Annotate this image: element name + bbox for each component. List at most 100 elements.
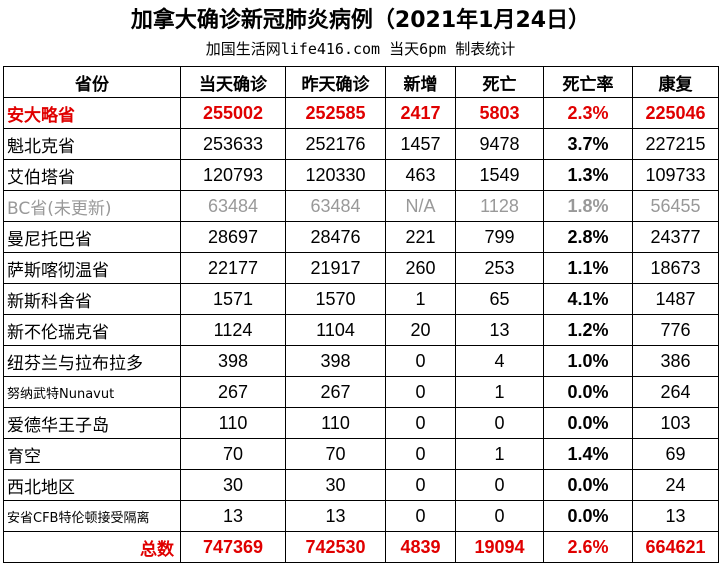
value-cell: 28697 bbox=[180, 221, 286, 253]
value-cell: 0 bbox=[455, 500, 544, 532]
value-cell: 267 bbox=[180, 376, 286, 408]
value-cell: 0 bbox=[385, 376, 456, 408]
value-cell: 13 bbox=[285, 500, 386, 532]
value-cell: 1 bbox=[385, 283, 456, 315]
value-cell: 2.6% bbox=[543, 531, 633, 563]
value-cell: 1 bbox=[455, 376, 544, 408]
value-cell: 1571 bbox=[180, 283, 286, 315]
value-cell: 386 bbox=[632, 345, 719, 377]
value-cell: 264 bbox=[632, 376, 719, 408]
province-cell: BC省(未更新) bbox=[3, 190, 181, 222]
value-cell: 1.1% bbox=[543, 252, 633, 284]
province-cell: 安省CFB特伦顿接受隔离 bbox=[3, 500, 181, 532]
value-cell: 65 bbox=[455, 283, 544, 315]
value-cell: 9478 bbox=[455, 128, 544, 160]
value-cell: 1570 bbox=[285, 283, 386, 315]
value-cell: 0.0% bbox=[543, 376, 633, 408]
table-row: 曼尼托巴省 28697 28476 221 799 2.8% 24377 bbox=[3, 221, 719, 253]
column-header: 死亡率 bbox=[543, 66, 633, 98]
province-cell: 总数 bbox=[3, 531, 181, 563]
value-cell: 225046 bbox=[632, 97, 719, 129]
value-cell: 13 bbox=[455, 314, 544, 346]
value-cell: 3.7% bbox=[543, 128, 633, 160]
value-cell: 21917 bbox=[285, 252, 386, 284]
province-cell: 艾伯塔省 bbox=[3, 159, 181, 191]
value-cell: 120330 bbox=[285, 159, 386, 191]
value-cell: 1.0% bbox=[543, 345, 633, 377]
value-cell: 227215 bbox=[632, 128, 719, 160]
value-cell: 110 bbox=[285, 407, 386, 439]
value-cell: 0 bbox=[385, 500, 456, 532]
column-header: 新增 bbox=[385, 66, 456, 98]
value-cell: 0 bbox=[455, 469, 544, 501]
table-row: 努纳武特Nunavut 267 267 0 1 0.0% 264 bbox=[3, 376, 719, 408]
column-header: 省份 bbox=[3, 66, 181, 98]
value-cell: 110 bbox=[180, 407, 286, 439]
value-cell: 0 bbox=[385, 469, 456, 501]
province-cell: 努纳武特Nunavut bbox=[3, 376, 181, 408]
value-cell: 1128 bbox=[455, 190, 544, 222]
value-cell: 13 bbox=[632, 500, 719, 532]
value-cell: 0.0% bbox=[543, 469, 633, 501]
value-cell: 24 bbox=[632, 469, 719, 501]
value-cell: 267 bbox=[285, 376, 386, 408]
province-cell: 爱德华王子岛 bbox=[3, 407, 181, 439]
value-cell: 1.3% bbox=[543, 159, 633, 191]
value-cell: 28476 bbox=[285, 221, 386, 253]
value-cell: 0 bbox=[385, 438, 456, 470]
value-cell: 253633 bbox=[180, 128, 286, 160]
table-row: 纽芬兰与拉布拉多 398 398 0 4 1.0% 386 bbox=[3, 345, 719, 377]
province-cell: 新斯科舍省 bbox=[3, 283, 181, 315]
header-row: 省份 当天确诊 昨天确诊 新增 死亡 死亡率 康复 bbox=[3, 66, 719, 98]
province-cell: 萨斯喀彻温省 bbox=[3, 252, 181, 284]
table-row: 艾伯塔省 120793 120330 463 1549 1.3% 109733 bbox=[3, 159, 719, 191]
value-cell: 1.4% bbox=[543, 438, 633, 470]
table-row: 新不伦瑞克省 1124 1104 20 13 1.2% 776 bbox=[3, 314, 719, 346]
value-cell: 2.8% bbox=[543, 221, 633, 253]
province-cell: 曼尼托巴省 bbox=[3, 221, 181, 253]
column-header: 昨天确诊 bbox=[285, 66, 386, 98]
title: 加拿大确诊新冠肺炎病例（2021年1月24日） bbox=[130, 8, 591, 33]
value-cell: 1.2% bbox=[543, 314, 633, 346]
table-row: 育空 70 70 0 1 1.4% 69 bbox=[3, 438, 719, 470]
value-cell: 260 bbox=[385, 252, 456, 284]
value-cell: 747369 bbox=[180, 531, 286, 563]
table-row: 安省CFB特伦顿接受隔离 13 13 0 0 0.0% 13 bbox=[3, 500, 719, 532]
province-cell: 育空 bbox=[3, 438, 181, 470]
total-row: 总数 747369 742530 4839 19094 2.6% 664621 bbox=[3, 531, 719, 563]
value-cell: 253 bbox=[455, 252, 544, 284]
value-cell: 463 bbox=[385, 159, 456, 191]
value-cell: 109733 bbox=[632, 159, 719, 191]
value-cell: 56455 bbox=[632, 190, 719, 222]
value-cell: 103 bbox=[632, 407, 719, 439]
value-cell: 742530 bbox=[285, 531, 386, 563]
value-cell: 20 bbox=[385, 314, 456, 346]
subtitle: 加国生活网life416.com 当天6pm 制表统计 bbox=[205, 40, 516, 58]
value-cell: 776 bbox=[632, 314, 719, 346]
value-cell: 1 bbox=[455, 438, 544, 470]
province-cell: 西北地区 bbox=[3, 469, 181, 501]
value-cell: 70 bbox=[285, 438, 386, 470]
value-cell: 22177 bbox=[180, 252, 286, 284]
value-cell: 5803 bbox=[455, 97, 544, 129]
value-cell: 70 bbox=[180, 438, 286, 470]
value-cell: 4 bbox=[455, 345, 544, 377]
table-row: 魁北克省 253633 252176 1457 9478 3.7% 227215 bbox=[3, 128, 719, 160]
value-cell: 2417 bbox=[385, 97, 456, 129]
value-cell: 69 bbox=[632, 438, 719, 470]
column-header: 康复 bbox=[632, 66, 719, 98]
value-cell: 252585 bbox=[285, 97, 386, 129]
value-cell: 255002 bbox=[180, 97, 286, 129]
value-cell: 1104 bbox=[285, 314, 386, 346]
province-cell: 纽芬兰与拉布拉多 bbox=[3, 345, 181, 377]
province-cell: 安大略省 bbox=[3, 97, 181, 129]
value-cell: 0 bbox=[455, 407, 544, 439]
table-row: 萨斯喀彻温省 22177 21917 260 253 1.1% 18673 bbox=[3, 252, 719, 284]
table-row: 新斯科舍省 1571 1570 1 65 4.1% 1487 bbox=[3, 283, 719, 315]
value-cell: 19094 bbox=[455, 531, 544, 563]
table-row: BC省(未更新) 63484 63484 N/A 1128 1.8% 56455 bbox=[3, 190, 719, 222]
value-cell: 252176 bbox=[285, 128, 386, 160]
value-cell: 1549 bbox=[455, 159, 544, 191]
